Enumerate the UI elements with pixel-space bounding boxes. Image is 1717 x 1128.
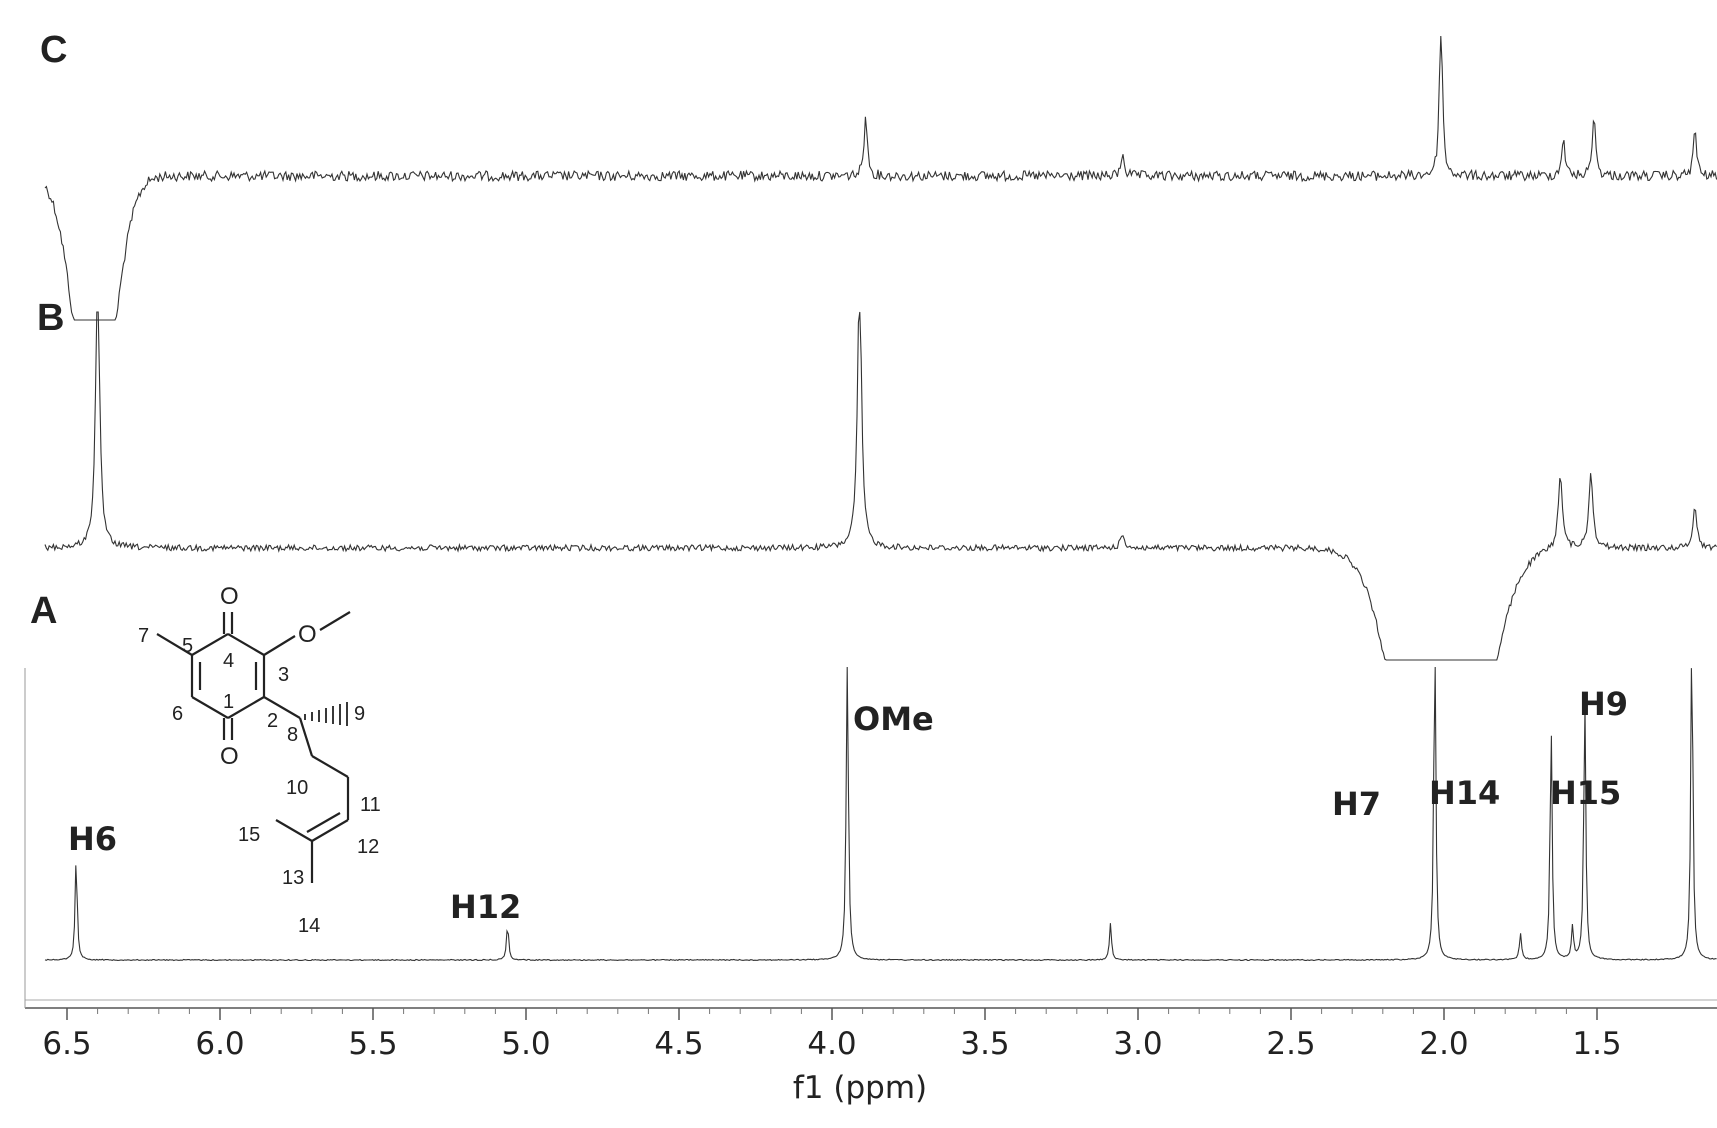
bond-c8-c10 xyxy=(298,717,314,757)
x-tick-label: 6.0 xyxy=(195,1026,244,1062)
bond-c13-c15 xyxy=(275,819,313,842)
atom-num-4: 4 xyxy=(223,650,234,672)
atom-num-3: 3 xyxy=(278,664,289,686)
atom-o-methoxy: O xyxy=(298,621,317,648)
atom-num-13: 13 xyxy=(282,867,304,889)
bond-c1-c2 xyxy=(227,696,265,719)
atom-num-7: 7 xyxy=(138,625,149,647)
bond-c12-c13-inner xyxy=(306,812,341,833)
panel-label-c: C xyxy=(40,29,67,71)
x-tick-label: 2.5 xyxy=(1266,1026,1315,1062)
x-tick-label: 5.5 xyxy=(348,1026,397,1062)
x-tick-label: 4.5 xyxy=(654,1026,703,1062)
atom-num-14: 14 xyxy=(298,915,320,937)
peak-label-h15: H15 xyxy=(1550,774,1621,812)
atom-num-8: 8 xyxy=(287,724,298,746)
spectrum-trace-c xyxy=(44,35,1717,321)
bond-c5-c7 xyxy=(156,633,193,656)
x-tick-label: 5.0 xyxy=(501,1026,550,1062)
atom-num-12: 12 xyxy=(357,836,379,858)
peak-label-h6: H6 xyxy=(68,820,117,858)
atom-num-6: 6 xyxy=(172,703,183,725)
x-tick-label: 3.0 xyxy=(1113,1026,1162,1062)
x-tick-label: 4.0 xyxy=(807,1026,856,1062)
bond-c3-c4 xyxy=(227,633,265,656)
tick-layer: 6.5 6.0 5.5 5.0 4.5 4.0 3.5 3.0 2.5 2.0 1.5 xyxy=(42,1008,1622,1062)
x-axis-title: f1 (ppm) xyxy=(793,1070,927,1106)
traces-layer xyxy=(44,35,1717,962)
molecule-structure: O O O 1 2 3 4 5 6 7 8 9 10 11 12 13 14 1… xyxy=(138,583,381,937)
bond-c4-c5 xyxy=(191,633,229,656)
peak-label-ome: OMe xyxy=(853,700,934,738)
bond-c2-c8 xyxy=(263,696,301,719)
peak-label-h12: H12 xyxy=(450,888,521,926)
x-tick-label: 6.5 xyxy=(42,1026,91,1062)
atom-num-2: 2 xyxy=(267,710,278,732)
bond-c6-c1 xyxy=(191,696,229,719)
peak-label-h14: H14 xyxy=(1429,774,1500,812)
panel-label-a: A xyxy=(30,590,57,632)
x-axis xyxy=(24,668,1717,1009)
bond-c3-o xyxy=(263,635,296,656)
peak-label-h9: H9 xyxy=(1579,685,1628,723)
spectrum-trace-b xyxy=(44,311,1717,661)
bond-c10-c11 xyxy=(311,755,349,778)
atom-num-9: 9 xyxy=(354,703,365,725)
peak-label-h7: H7 xyxy=(1332,785,1381,823)
x-tick-label: 3.5 xyxy=(960,1026,1009,1062)
spectrum-trace-a xyxy=(44,666,1717,962)
atom-num-15: 15 xyxy=(238,824,260,846)
x-tick-label: 2.0 xyxy=(1419,1026,1468,1062)
atom-o-bottom: O xyxy=(220,743,239,770)
x-tick-label: 1.5 xyxy=(1572,1026,1621,1062)
atom-num-10: 10 xyxy=(286,777,308,799)
bond-c12-c13 xyxy=(311,819,349,842)
panel-label-b: B xyxy=(37,297,64,339)
bond-o-me xyxy=(319,611,351,631)
hashed-wedge-c9 xyxy=(304,702,348,726)
atom-num-5: 5 xyxy=(182,635,193,657)
atom-num-11: 11 xyxy=(360,794,381,816)
atom-o-top: O xyxy=(220,583,239,610)
atom-num-1: 1 xyxy=(223,691,234,713)
